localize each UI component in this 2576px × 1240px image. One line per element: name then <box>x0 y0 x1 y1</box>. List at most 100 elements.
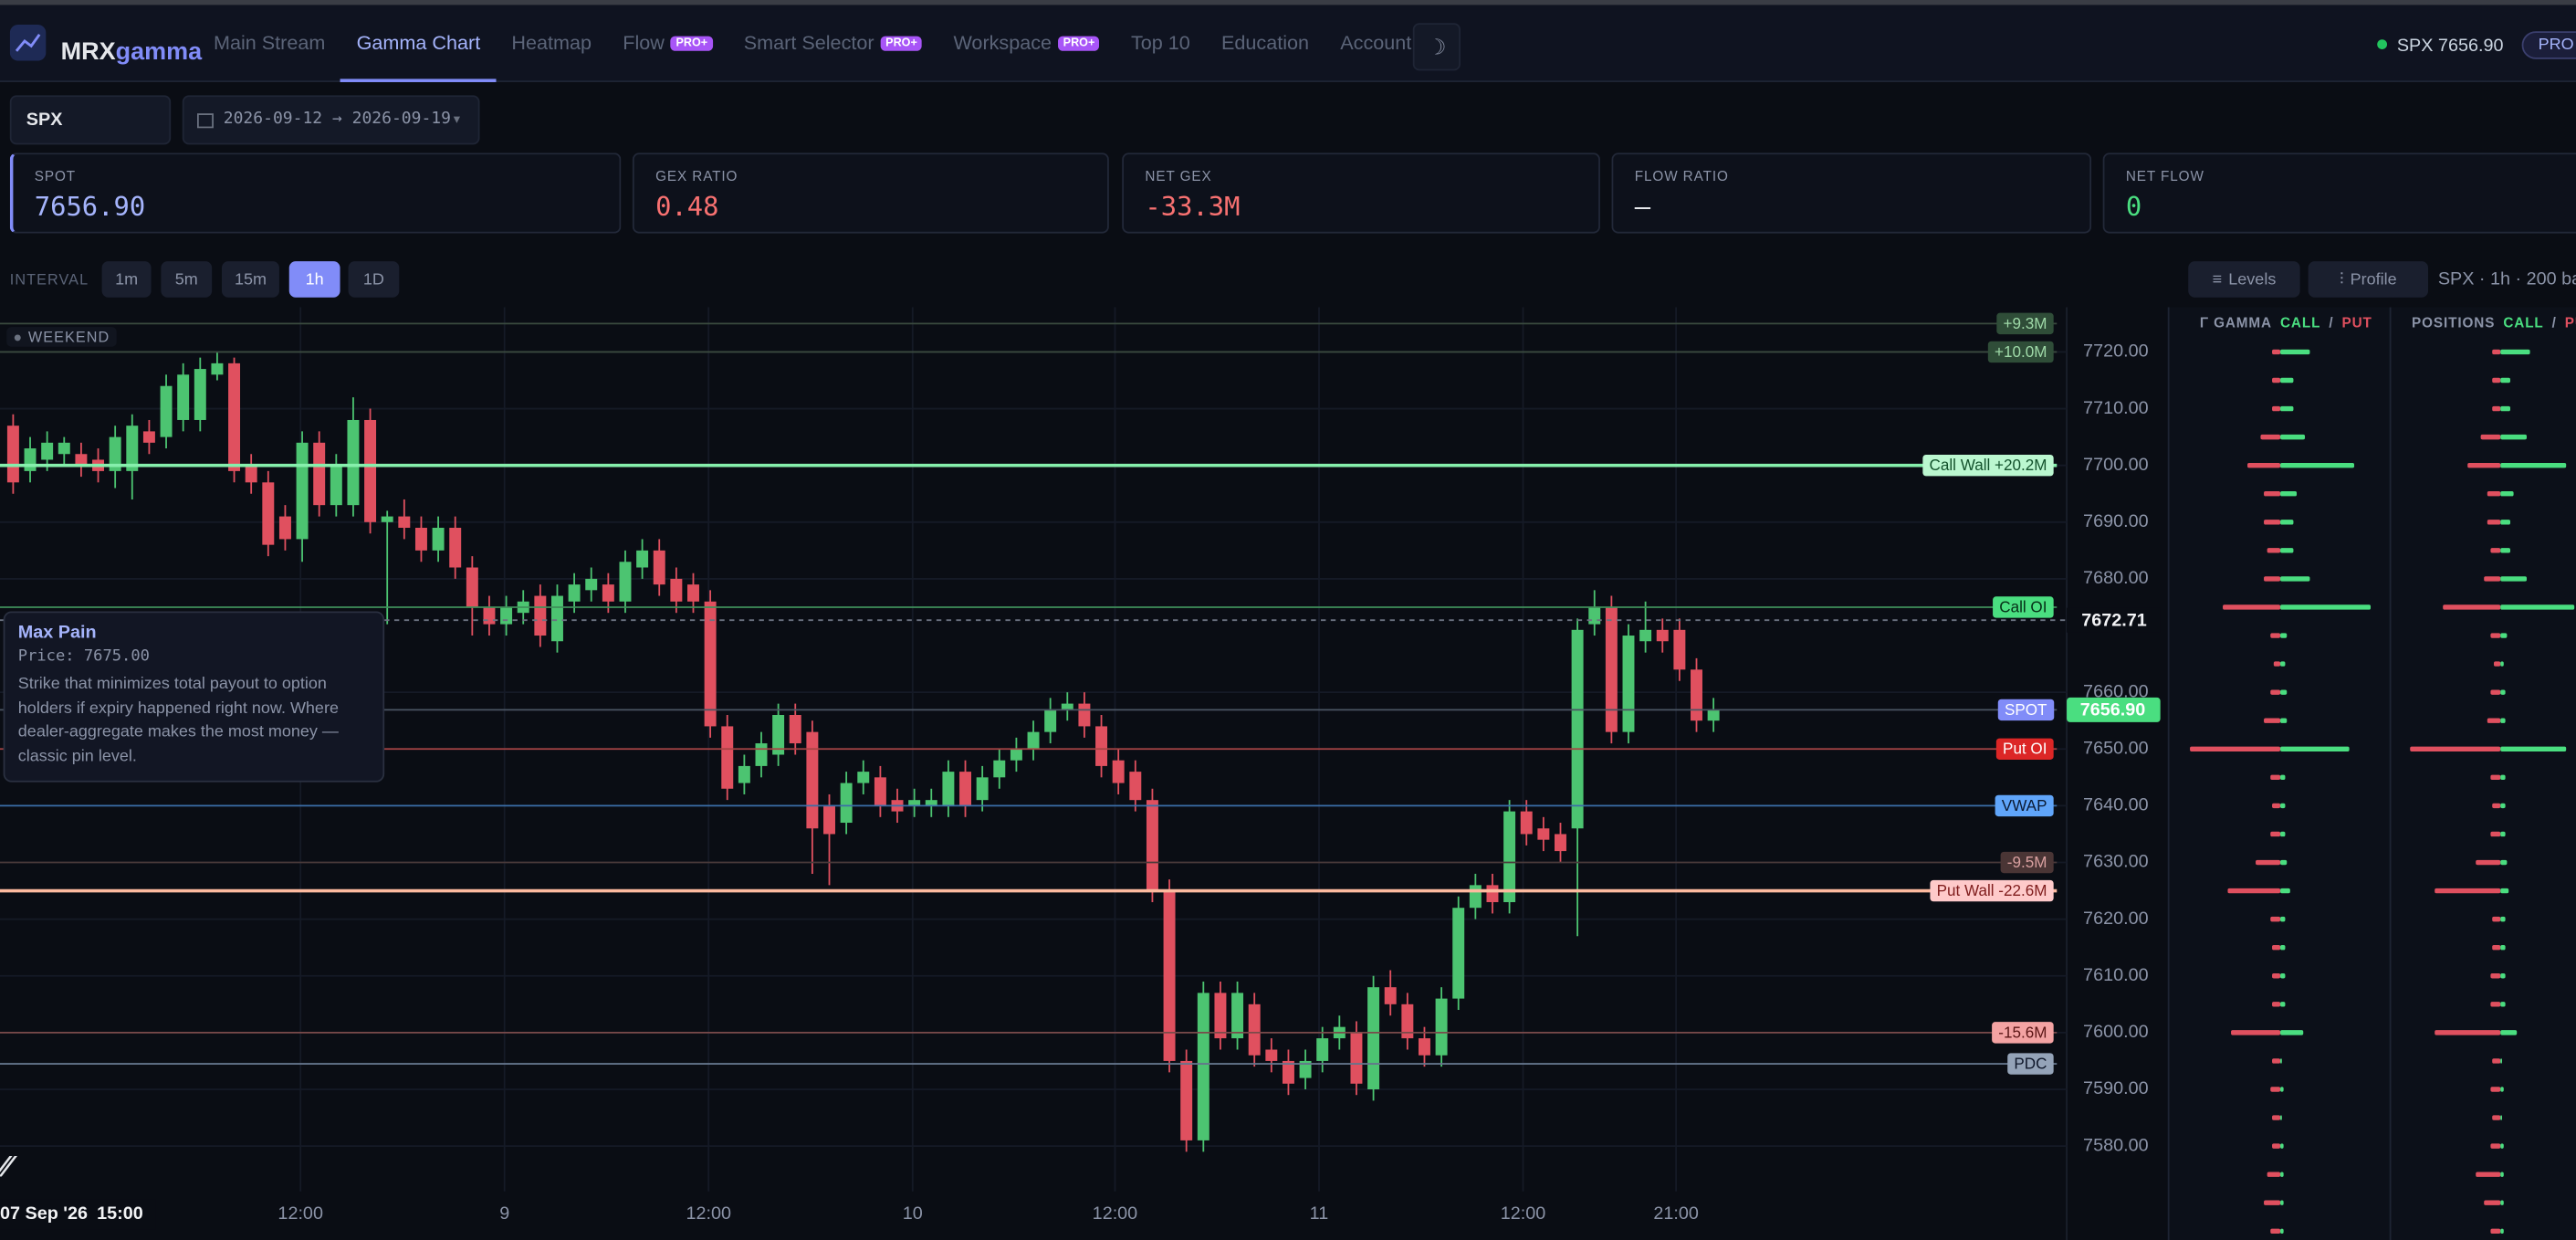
put-bar <box>2490 1143 2501 1149</box>
plan-badge[interactable]: PRO <box>2521 31 2576 59</box>
stat-card: GEX RATIO 0.48 <box>632 152 1109 234</box>
candle-body <box>857 772 870 783</box>
interval-button[interactable]: 5m <box>161 261 213 298</box>
candle-body <box>874 777 886 806</box>
x-tick-label: 12:00 <box>686 1203 731 1224</box>
put-bar <box>2223 604 2281 610</box>
put-bar <box>2435 888 2501 894</box>
candle-body <box>126 426 139 471</box>
call-bar <box>2280 462 2355 468</box>
candle-body <box>1282 1060 1294 1084</box>
candle-body <box>177 374 190 420</box>
nav-item[interactable]: Flow PRO+ <box>623 5 713 80</box>
candle-body <box>347 419 360 506</box>
brand[interactable]: MRXgamma <box>61 37 203 66</box>
call-bar <box>2500 1228 2504 1234</box>
candle-body <box>1367 987 1380 1089</box>
put-bar <box>2490 633 2501 638</box>
put-bar <box>2492 349 2501 355</box>
put-bar <box>2484 576 2501 582</box>
candle-body <box>1095 726 1108 766</box>
stat-value: 7656.90 <box>34 190 146 222</box>
brand-prefix: MRX <box>60 37 116 66</box>
put-bar <box>2487 718 2501 723</box>
candle-body <box>160 385 173 437</box>
call-bar <box>2280 1115 2282 1120</box>
date-range[interactable]: 2026-09-12 → 2026-09-19 ▾ <box>182 95 480 145</box>
interval-button[interactable]: 15m <box>221 261 279 298</box>
candle-body <box>1555 834 1566 852</box>
call-bar <box>2500 377 2511 384</box>
call-bar <box>2500 944 2506 951</box>
profile-header-part: PUT <box>2342 316 2372 331</box>
nav-item[interactable]: Account <box>1340 5 1411 80</box>
nav-item[interactable]: Top 10 <box>1131 5 1190 80</box>
interval-button[interactable]: 1h <box>288 261 340 298</box>
level-label: VWAP <box>1995 794 2054 817</box>
candle-body <box>24 448 37 471</box>
nav-item[interactable]: Education <box>1221 5 1309 80</box>
nav-label: Gamma Chart <box>356 31 481 55</box>
levels-label: Levels <box>2228 270 2277 289</box>
nav-item[interactable]: Gamma Chart <box>340 5 497 82</box>
candle-body <box>993 760 1006 778</box>
candle-body <box>755 743 768 766</box>
nav-label: Flow <box>623 31 665 55</box>
crosshair-time: 15:00 <box>97 1203 143 1224</box>
interval-button[interactable]: 1m <box>101 261 152 298</box>
call-bar <box>2280 576 2310 582</box>
nav-label: Account <box>1340 31 1412 55</box>
call-bar <box>2500 774 2506 781</box>
call-bar <box>2500 1087 2504 1092</box>
nav-item[interactable]: Main Stream <box>214 5 325 80</box>
nav-label: Education <box>1220 31 1310 55</box>
profile-header-part: / <box>2329 316 2333 331</box>
candle-body <box>1316 1038 1329 1061</box>
dropdown-caret: ▾ <box>453 111 460 127</box>
candle-body <box>1112 760 1125 783</box>
put-bar <box>2260 434 2281 440</box>
profile-button[interactable]: ⫶ Profile <box>2308 261 2429 298</box>
candle-body <box>296 442 309 540</box>
candle-body <box>738 765 750 783</box>
call-bar <box>2500 1172 2504 1177</box>
put-bar <box>2487 491 2501 497</box>
put-bar <box>2490 831 2501 837</box>
interval-button[interactable]: 1D <box>348 261 400 298</box>
candle-body <box>228 363 241 471</box>
symbol-input[interactable]: SPX <box>9 95 172 145</box>
session-text: WEEKEND <box>27 328 110 345</box>
spot-axis-bg <box>2067 697 2161 722</box>
level-label: SPOT <box>1997 699 2055 721</box>
levels-button[interactable]: ≡ Levels <box>2188 261 2300 298</box>
candle-body <box>772 715 785 755</box>
candle-body <box>58 442 70 455</box>
call-bar <box>2500 1115 2503 1120</box>
call-bar <box>2280 1228 2284 1234</box>
put-bar <box>2410 746 2501 751</box>
call-bar <box>2500 803 2506 809</box>
put-bar <box>2272 405 2281 412</box>
put-bar <box>2270 831 2281 837</box>
nav-item[interactable]: Smart Selector PRO+ <box>744 5 923 80</box>
call-bar <box>2280 916 2286 922</box>
stat-label: NET FLOW <box>2125 167 2204 184</box>
stat-card: NET FLOW 0 <box>2102 152 2576 234</box>
candle-body <box>1486 885 1499 902</box>
theme-toggle[interactable]: ☽ <box>1412 23 1461 71</box>
call-bar <box>2500 548 2511 553</box>
nav-item[interactable]: Workspace PRO+ <box>953 5 1100 80</box>
stat-value: — <box>1634 190 1651 222</box>
level-label-text: +9.3M <box>2004 315 2047 332</box>
stat-value: 0 <box>2125 190 2142 222</box>
candle-body <box>1691 669 1702 721</box>
candle-body <box>704 601 717 727</box>
nav-item[interactable]: Heatmap <box>511 5 592 80</box>
put-bar <box>2272 973 2281 979</box>
nav-label: Heatmap <box>511 31 592 55</box>
call-bar <box>2500 859 2508 866</box>
put-bar <box>2492 803 2501 809</box>
call-bar <box>2500 916 2506 922</box>
top-nav: MRXgamma Main Stream Gamma Chart Heatmap Fl… <box>0 0 2576 82</box>
candle-body <box>840 783 853 824</box>
